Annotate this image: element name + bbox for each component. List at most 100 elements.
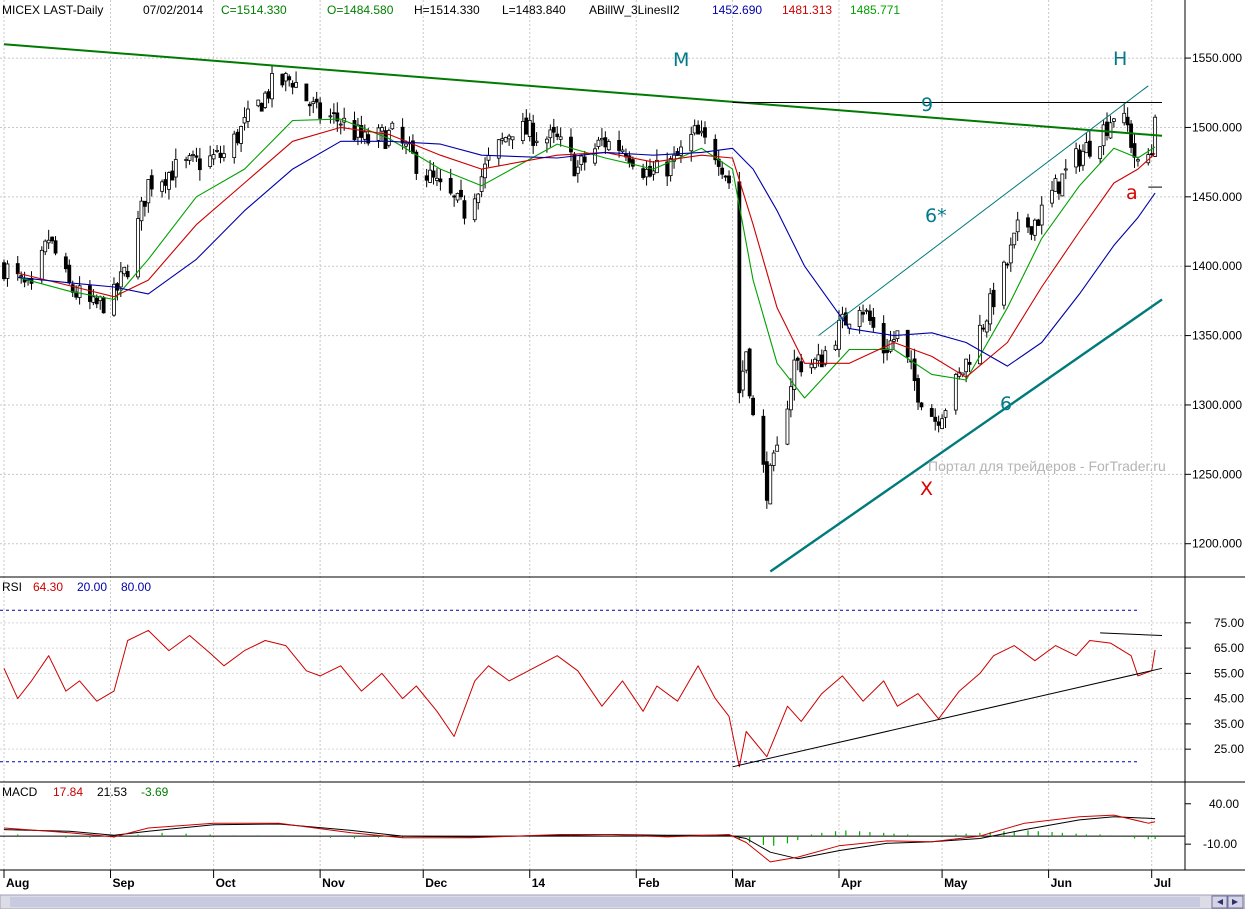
price-tick-label: 1200.000	[1192, 537, 1242, 551]
candle	[187, 152, 192, 165]
candle-body	[936, 421, 941, 426]
candle-body	[747, 348, 752, 397]
scrollbar-thumb[interactable]	[10, 897, 1200, 907]
header-low: L=1483.840	[502, 3, 566, 17]
candle-body	[792, 359, 797, 390]
candle-body	[606, 141, 611, 151]
candle	[751, 395, 755, 417]
candle	[699, 120, 704, 137]
candle	[548, 124, 553, 148]
candle-body	[263, 92, 268, 108]
candle-body	[964, 358, 969, 373]
candle	[77, 276, 82, 305]
candle-body	[833, 344, 838, 350]
candle	[744, 351, 749, 374]
candle-body	[905, 329, 910, 358]
candle	[1129, 120, 1133, 154]
candle-body	[122, 266, 127, 275]
candle	[936, 415, 941, 433]
candle-body	[579, 155, 584, 165]
candle	[1101, 120, 1106, 156]
candle-body	[328, 115, 333, 118]
chart-grid	[0, 0, 1185, 870]
candle-body	[142, 200, 147, 207]
candle	[689, 126, 694, 162]
candle-body	[448, 178, 453, 194]
candle	[575, 160, 580, 183]
candle-body	[572, 153, 577, 177]
candle	[452, 194, 457, 207]
candle	[304, 83, 309, 102]
candle-body	[462, 200, 467, 219]
candle-body	[15, 263, 20, 275]
candle-body	[496, 139, 501, 159]
rsi-header: RSI 64.30 20.00 80.00	[2, 580, 151, 594]
candle-body	[699, 130, 704, 134]
candle	[864, 308, 869, 315]
month-label: Dec	[425, 876, 447, 890]
candle-body	[235, 131, 240, 144]
macd-title: MACD	[2, 785, 38, 799]
candle	[232, 130, 237, 164]
candle	[868, 304, 872, 326]
candle-body	[881, 323, 886, 354]
candle	[933, 408, 938, 431]
candle-body	[146, 179, 151, 204]
candle	[905, 329, 910, 363]
candle	[692, 119, 697, 136]
candle-body	[1149, 153, 1154, 156]
candle-body	[338, 123, 343, 126]
candle-body	[311, 101, 316, 105]
candle-body	[569, 136, 573, 153]
candle	[15, 255, 20, 281]
candle-body	[868, 310, 872, 321]
horizontal-scrollbar[interactable]	[0, 894, 1245, 909]
candle-body	[720, 167, 725, 175]
candle-body	[785, 408, 790, 445]
candle-body	[888, 340, 893, 352]
candle	[727, 170, 731, 189]
candle-body	[703, 127, 707, 138]
candle	[1111, 117, 1116, 128]
candle	[964, 358, 969, 383]
candle-body	[967, 361, 972, 365]
axis-labels: Aug Sep Oct Nov Dec 14 Feb Mar Apr May Jun Jul 1550.…	[3, 51, 1244, 890]
candle-body	[644, 168, 649, 178]
scroll-right-button[interactable]	[1227, 895, 1244, 909]
scroll-left-button[interactable]	[1211, 895, 1228, 909]
candle-body	[222, 153, 226, 158]
candle	[53, 236, 58, 256]
candle	[290, 80, 295, 95]
candle-body	[740, 370, 745, 391]
candle	[149, 169, 154, 197]
rsi-low-level: 20.00	[77, 580, 107, 594]
candle	[524, 109, 529, 135]
price-tick-label: 1250.000	[1192, 467, 1242, 481]
candle-body	[672, 154, 676, 162]
candle-body	[77, 285, 82, 298]
candle	[46, 229, 51, 250]
candle	[696, 120, 701, 135]
candle-body	[1081, 150, 1085, 166]
candle	[596, 136, 601, 150]
candle	[335, 102, 340, 132]
candle-body	[1132, 143, 1137, 158]
candle	[263, 90, 268, 109]
macd-panel	[0, 814, 1185, 863]
candle-body	[472, 198, 477, 221]
candle	[170, 161, 175, 181]
candle	[328, 108, 333, 124]
candle	[940, 414, 944, 430]
candle-body	[531, 122, 536, 146]
candle-body	[270, 73, 274, 100]
wave-label-a: a	[1126, 182, 1138, 204]
candle-body	[692, 125, 697, 134]
candle-body	[259, 102, 264, 112]
candle	[191, 150, 195, 162]
candle	[242, 107, 247, 131]
candle	[43, 239, 48, 256]
candle-body	[404, 143, 408, 147]
candle-body	[118, 271, 123, 288]
candle-body	[775, 444, 780, 452]
candle-body	[933, 416, 938, 422]
